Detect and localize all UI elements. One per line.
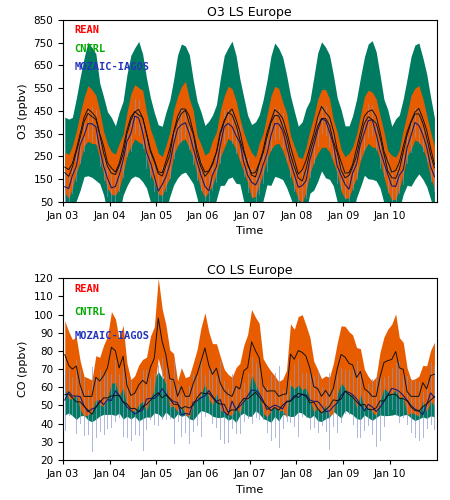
- Text: MOZAIC-IAGOS: MOZAIC-IAGOS: [74, 331, 149, 341]
- Text: CNTRL: CNTRL: [74, 44, 105, 54]
- Text: CNTRL: CNTRL: [74, 308, 105, 318]
- Title: O3 LS Europe: O3 LS Europe: [207, 6, 292, 19]
- Text: MOZAIC-IAGOS: MOZAIC-IAGOS: [74, 62, 149, 72]
- Y-axis label: O3 (ppbv): O3 (ppbv): [18, 83, 28, 138]
- X-axis label: Time: Time: [236, 226, 263, 236]
- X-axis label: Time: Time: [236, 484, 263, 494]
- Y-axis label: CO (ppbv): CO (ppbv): [18, 341, 28, 398]
- Text: REAN: REAN: [74, 284, 99, 294]
- Text: REAN: REAN: [74, 26, 99, 36]
- Title: CO LS Europe: CO LS Europe: [207, 264, 292, 277]
